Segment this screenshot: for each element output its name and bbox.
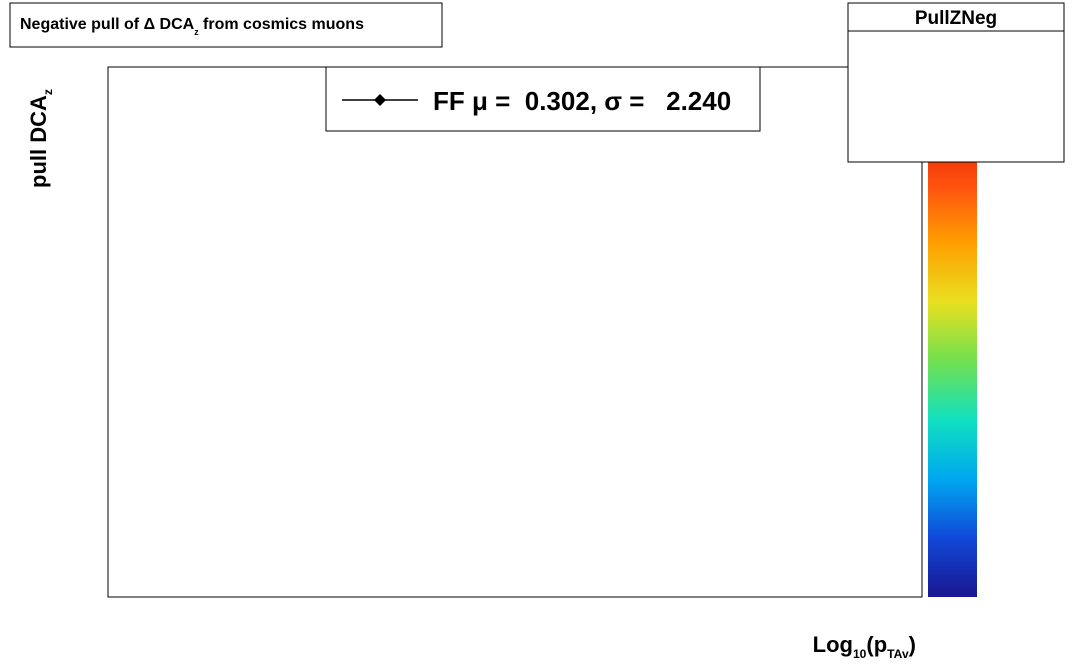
chart-title: Negative pull of Δ DCAz from cosmics muo… xyxy=(20,16,364,37)
legend-marker xyxy=(374,94,386,106)
subscript: z xyxy=(41,89,55,95)
label-part: pull DCA xyxy=(26,95,51,188)
subscript: TAv xyxy=(887,647,909,661)
stats-title: PullZNeg xyxy=(915,8,997,29)
title-box xyxy=(9,2,443,48)
label-part: (p xyxy=(866,632,887,657)
subscript: z xyxy=(194,27,199,37)
label-part: Negative pull of Δ DCA xyxy=(20,16,195,33)
x-axis-label: Log10(pTAv) xyxy=(813,632,916,661)
stats-box xyxy=(847,2,1065,163)
label-part: Log xyxy=(813,632,853,657)
y-axis-label: pull DCAz xyxy=(26,89,55,188)
legend-text: FF μ = 0.302, σ = 2.240 xyxy=(433,86,731,116)
label-part: ) xyxy=(909,632,916,657)
legend-box xyxy=(325,66,761,132)
label-part: from cosmics muons xyxy=(199,16,364,33)
subscript: 10 xyxy=(853,647,867,661)
